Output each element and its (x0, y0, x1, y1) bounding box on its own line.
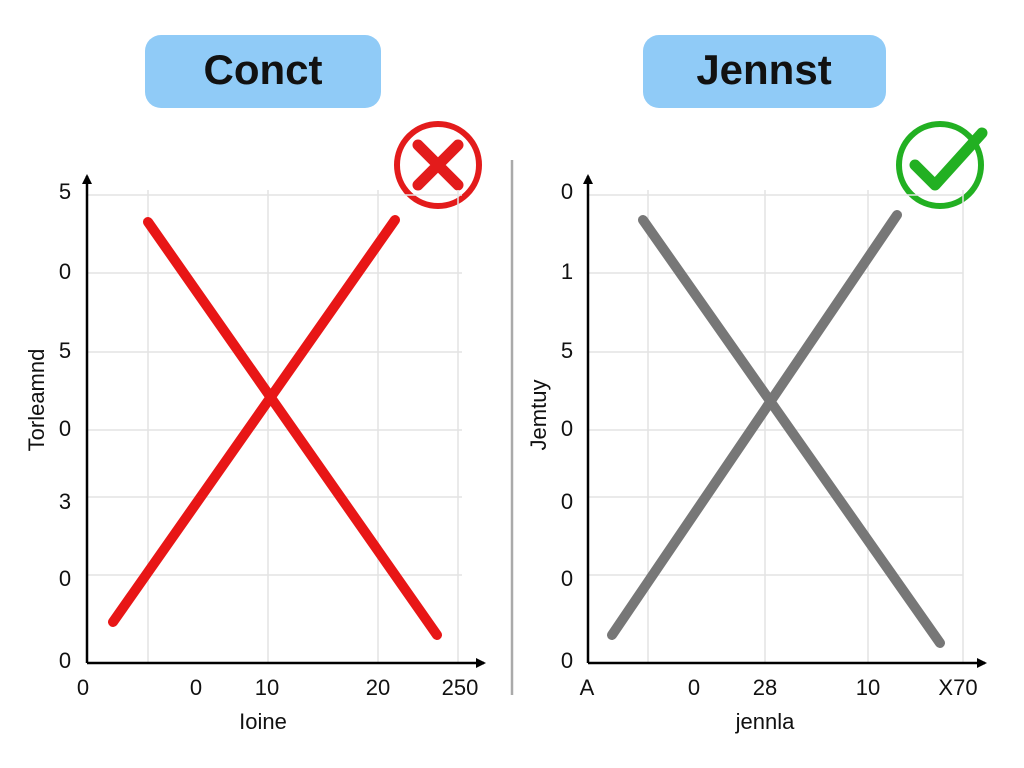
x-tick-label: 0 (77, 675, 89, 700)
y-axis-label: Jemtuy (526, 380, 551, 451)
cross-stroke (607, 210, 902, 640)
y-tick-label: 0 (59, 259, 71, 284)
title-pill (643, 35, 886, 108)
y-axis-label: Torleamnd (24, 349, 49, 452)
x-tick-label: 0 (190, 675, 202, 700)
y-tick-label: 0 (561, 648, 573, 673)
x-tick-label: 28 (753, 675, 777, 700)
wrong-icon (394, 121, 482, 209)
x-tick-label: 0 (688, 675, 700, 700)
x-axis-label: jennla (735, 709, 795, 734)
x-tick-label: 250 (442, 675, 479, 700)
x-tick-label: 10 (856, 675, 880, 700)
y-tick-label: 0 (561, 566, 573, 591)
cross-stroke (108, 215, 400, 627)
x-tick-label: 20 (366, 675, 390, 700)
y-tick-label: 5 (561, 338, 573, 363)
title-pill (145, 35, 381, 108)
y-tick-label: 0 (59, 416, 71, 441)
y-tick-label: 0 (59, 648, 71, 673)
y-tick-label: 0 (561, 179, 573, 204)
cross-stroke (143, 217, 442, 640)
y-tick-label: 5 (59, 338, 71, 363)
x-tick-label: 10 (255, 675, 279, 700)
y-tick-label: 0 (561, 416, 573, 441)
right-icon-check (909, 127, 988, 191)
y-tick-label: 3 (59, 489, 71, 514)
y-tick-label: 5 (59, 179, 71, 204)
panel-title: Conct (204, 46, 323, 93)
x-tick-label: A (580, 675, 595, 700)
y-tick-label: 1 (561, 259, 573, 284)
y-tick-label: 0 (561, 489, 573, 514)
cross-stroke (638, 215, 945, 648)
y-tick-label: 0 (59, 566, 71, 591)
x-tick-label: X70 (938, 675, 977, 700)
wrong-icon-x (412, 139, 464, 191)
x-axis-label: Ioine (239, 709, 287, 734)
panel-title: Jennst (696, 46, 831, 93)
right-icon (896, 121, 984, 209)
